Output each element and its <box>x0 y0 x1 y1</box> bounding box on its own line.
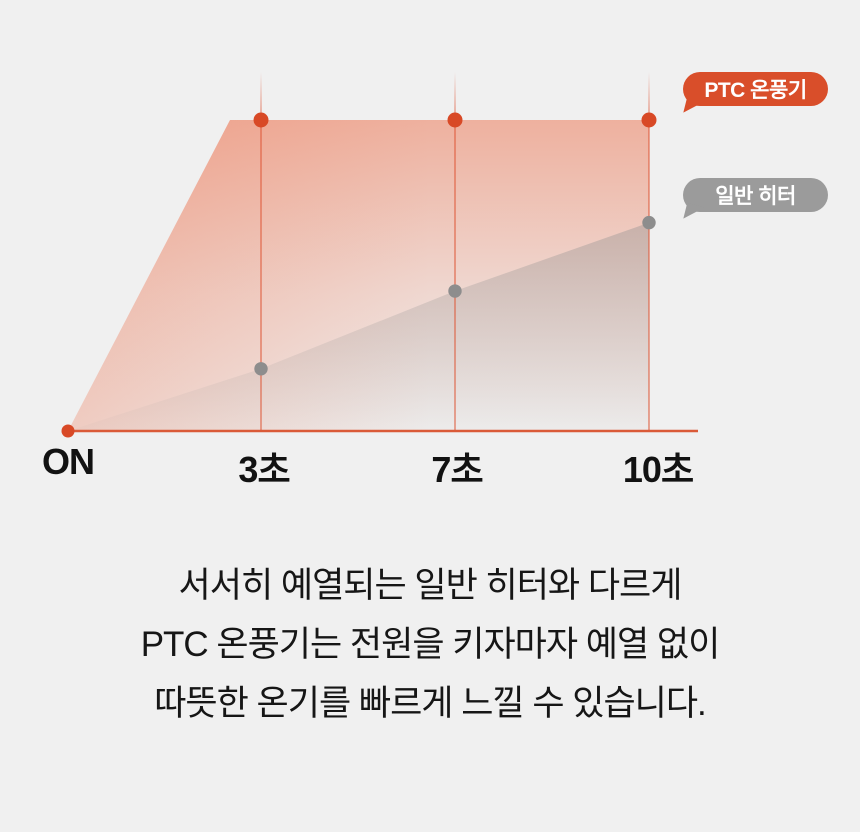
heating-comparison-chart <box>61 72 698 438</box>
x-tick-label: 10초 <box>622 449 694 490</box>
legend-generic-heater-label: 일반 히터 <box>715 185 796 208</box>
caption-text: 서서히 예열되는 일반 히터와 다르게 PTC 온풍기는 전원을 키자마자 예열… <box>0 556 860 733</box>
x-tick-label: ON <box>42 441 95 482</box>
legend-generic-heater-bubble: 일반 히터 <box>683 178 828 223</box>
x-tick-label: 3초 <box>238 449 290 490</box>
caption-line-1: 서서히 예열되는 일반 히터와 다르게 <box>178 566 683 605</box>
chart-area-fills <box>68 120 649 431</box>
legend-ptc-label: PTC 온풍기 <box>704 79 807 102</box>
legend-ptc-bubble: PTC 온풍기 <box>683 72 828 117</box>
chart-data-points <box>61 112 657 438</box>
x-tick-label: 7초 <box>431 449 483 490</box>
caption-line-2: PTC 온풍기는 전원을 키자마자 예열 없이 <box>140 625 721 664</box>
caption-line-3: 따뜻한 온기를 빠르게 느낄 수 있습니다. <box>154 684 707 723</box>
